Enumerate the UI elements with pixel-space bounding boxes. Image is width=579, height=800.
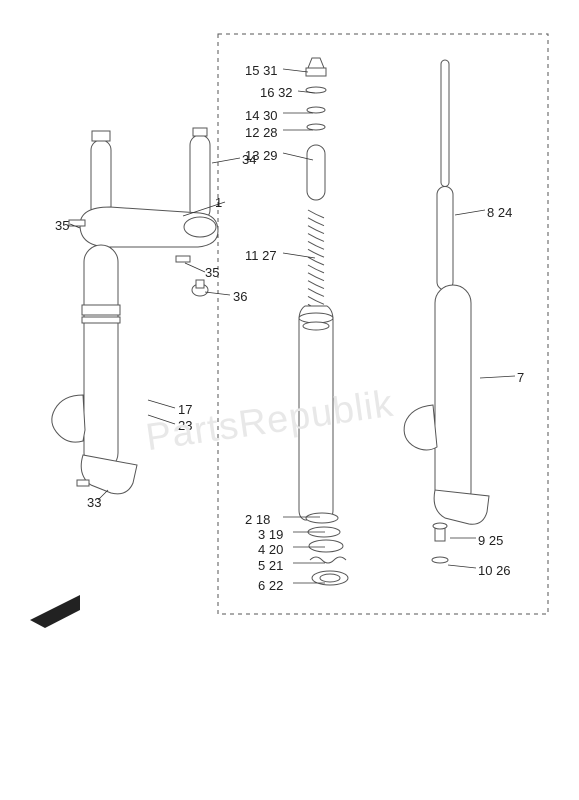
callout-c1430: 14 30 <box>245 108 278 123</box>
callout-c521: 5 21 <box>258 558 283 573</box>
callout-c622: 6 22 <box>258 578 283 593</box>
callout-c319: 3 19 <box>258 527 283 542</box>
callout-c23: 23 <box>178 418 192 433</box>
callout-c7: 7 <box>517 370 524 385</box>
callout-c1: 1 <box>215 195 222 210</box>
callout-c33: 33 <box>87 495 101 510</box>
callout-c1127: 11 27 <box>245 248 277 263</box>
callout-c17: 17 <box>178 402 192 417</box>
callout-c35b: 35 <box>205 265 219 280</box>
callout-c1228: 12 28 <box>245 125 278 140</box>
callout-c1026: 10 26 <box>478 563 511 578</box>
callout-c925: 9 25 <box>478 533 503 548</box>
callout-c1632: 16 32 <box>260 85 293 100</box>
callout-c218: 2 18 <box>245 512 270 527</box>
callout-c824: 8 24 <box>487 205 512 220</box>
callout-c1329: 13 29 <box>245 148 278 163</box>
callout-c1531: 15 31 <box>245 63 278 78</box>
callout-c36: 36 <box>233 289 247 304</box>
fork-diagram-svg <box>0 0 579 800</box>
diagram-stage: PartsRepublik 13435353617233315 3116 321… <box>0 0 579 800</box>
callout-c35a: 35 <box>55 218 69 233</box>
callout-c420: 4 20 <box>258 542 283 557</box>
